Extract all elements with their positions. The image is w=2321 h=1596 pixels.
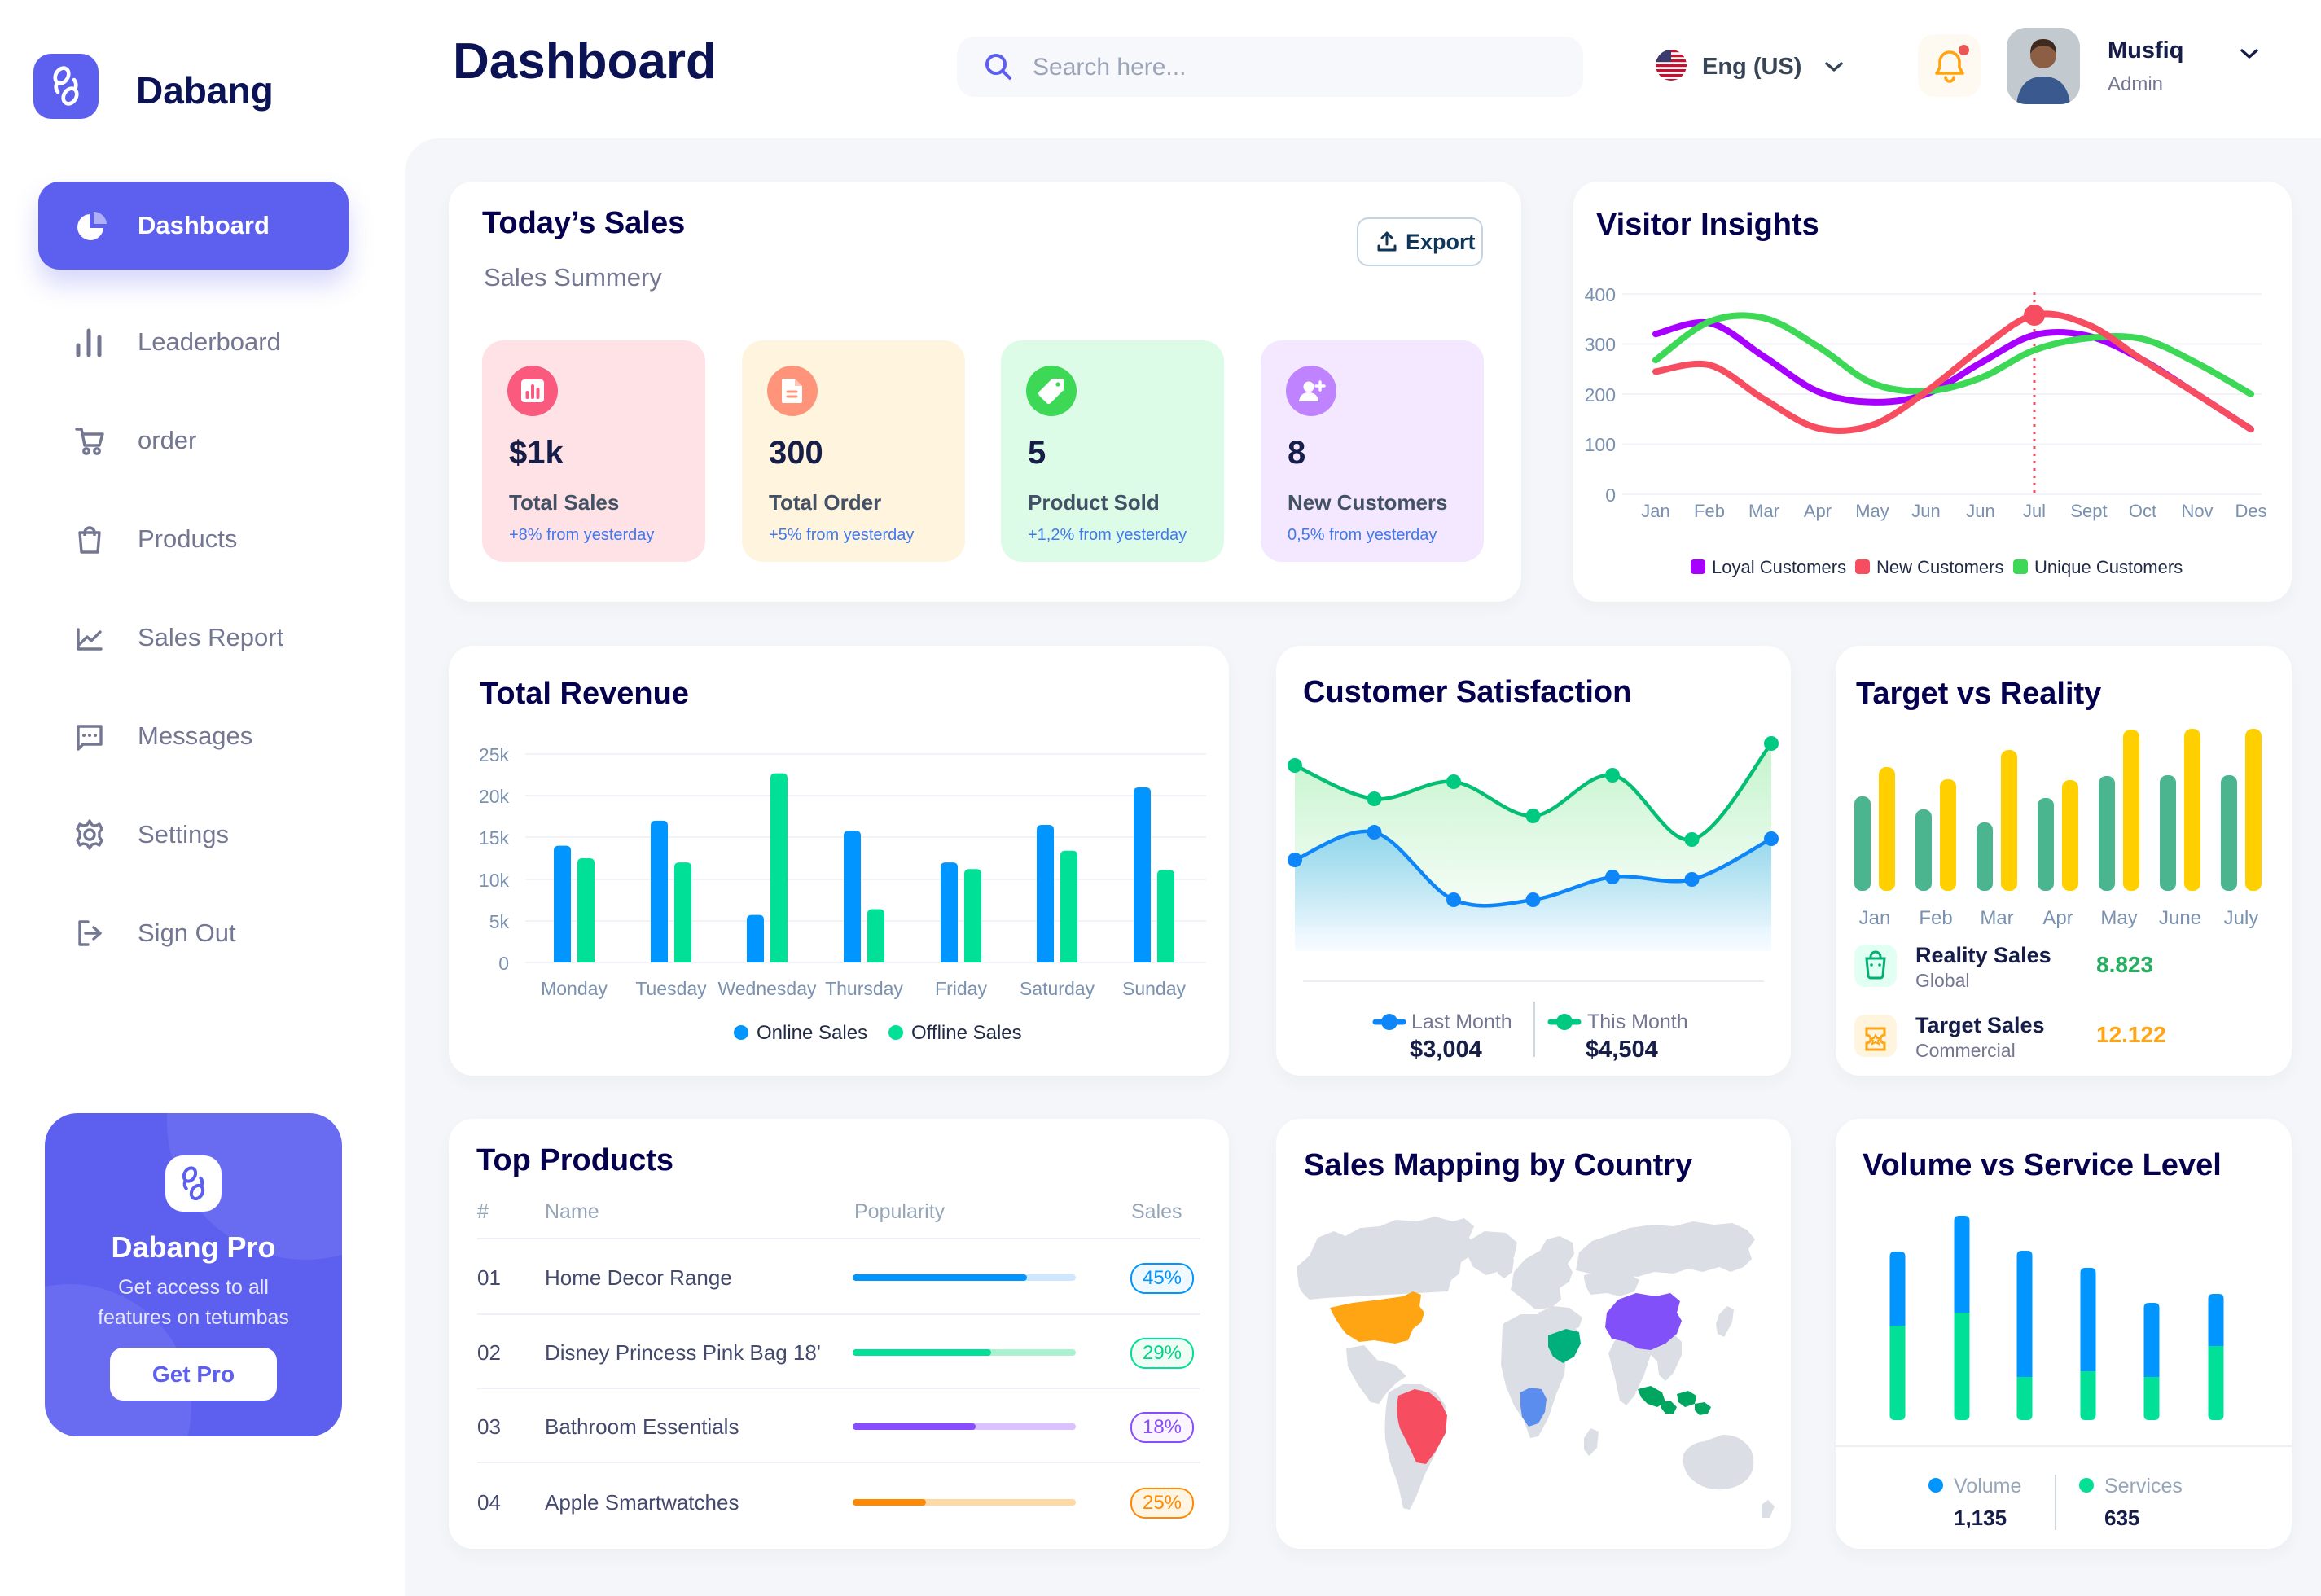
svg-text:Des: Des (2235, 501, 2266, 521)
svg-text:Unique Customers: Unique Customers (2034, 557, 2183, 577)
svg-text:25k: 25k (479, 744, 510, 765)
svg-text:Volume: Volume (1954, 1475, 2021, 1497)
svg-text:Apr: Apr (2042, 907, 2073, 929)
svg-text:635: 635 (2104, 1506, 2139, 1530)
svg-text:01: 01 (477, 1265, 501, 1290)
svg-text:Popularity: Popularity (854, 1200, 946, 1223)
svg-text:Feb: Feb (1694, 501, 1725, 521)
svg-text:May: May (1855, 501, 1889, 521)
svg-text:This Month: This Month (1587, 1011, 1688, 1033)
svg-text:Wednesday: Wednesday (717, 978, 817, 999)
svg-text:Jan: Jan (1859, 907, 1891, 929)
svg-text:#: # (477, 1200, 489, 1223)
svg-text:Commercial: Commercial (1915, 1040, 2016, 1061)
svg-text:Feb: Feb (1919, 907, 1952, 929)
svg-text:1,135: 1,135 (1954, 1506, 2007, 1530)
svg-text:Thursday: Thursday (825, 978, 903, 999)
svg-text:Name: Name (545, 1200, 599, 1223)
svg-text:400: 400 (1585, 284, 1616, 305)
svg-text:Global: Global (1915, 970, 1969, 991)
svg-text:Home Decor Range: Home Decor Range (545, 1265, 732, 1290)
svg-text:Offline Sales: Offline Sales (911, 1022, 1022, 1044)
svg-text:100: 100 (1585, 434, 1616, 455)
svg-text:02: 02 (477, 1340, 501, 1365)
svg-text:Disney Princess Pink Bag 18': Disney Princess Pink Bag 18' (545, 1340, 821, 1365)
svg-text:15k: 15k (479, 827, 510, 848)
svg-text:Saturday: Saturday (1020, 978, 1095, 999)
svg-text:Oct: Oct (2129, 501, 2156, 521)
svg-text:Jan: Jan (1641, 501, 1669, 521)
svg-text:Mar: Mar (1980, 907, 2013, 929)
svg-text:18%: 18% (1143, 1416, 1182, 1438)
svg-text:0: 0 (498, 953, 509, 974)
svg-text:Friday: Friday (935, 978, 987, 999)
svg-text:10k: 10k (479, 870, 510, 891)
svg-text:Tuesday: Tuesday (635, 978, 707, 999)
svg-text:New Customers: New Customers (1876, 557, 2003, 577)
svg-text:29%: 29% (1143, 1342, 1182, 1364)
svg-text:Sunday: Sunday (1122, 978, 1187, 999)
svg-text:5k: 5k (489, 911, 510, 932)
svg-text:Apple Smartwatches: Apple Smartwatches (545, 1490, 739, 1515)
svg-text:Nov: Nov (2181, 501, 2213, 521)
svg-text:Apr: Apr (1804, 501, 1832, 521)
svg-text:Jun: Jun (1911, 501, 1940, 521)
svg-text:04: 04 (477, 1490, 501, 1515)
svg-text:Jun: Jun (1966, 501, 1994, 521)
svg-text:Last Month: Last Month (1411, 1011, 1512, 1033)
svg-text:45%: 45% (1143, 1267, 1182, 1289)
svg-text:May: May (2100, 907, 2137, 929)
svg-text:Reality Sales: Reality Sales (1915, 943, 2051, 967)
svg-text:20k: 20k (479, 786, 510, 807)
svg-text:Monday: Monday (541, 978, 608, 999)
svg-text:$3,004: $3,004 (1410, 1037, 1482, 1063)
svg-text:Bathroom Essentials: Bathroom Essentials (545, 1414, 739, 1439)
svg-text:300: 300 (1585, 334, 1616, 355)
svg-text:Target Sales: Target Sales (1915, 1013, 2045, 1037)
svg-text:Sept: Sept (2070, 501, 2107, 521)
svg-text:Services: Services (2104, 1475, 2183, 1497)
svg-text:$4,504: $4,504 (1586, 1037, 1658, 1063)
svg-text:03: 03 (477, 1414, 501, 1439)
svg-text:12.122: 12.122 (2096, 1022, 2166, 1047)
svg-text:Mar: Mar (1748, 501, 1779, 521)
svg-text:0: 0 (1605, 484, 1616, 506)
svg-text:Jul: Jul (2023, 501, 2046, 521)
svg-text:June: June (2159, 907, 2201, 929)
svg-text:Loyal Customers: Loyal Customers (1712, 557, 1846, 577)
svg-text:200: 200 (1585, 384, 1616, 406)
svg-text:Sales: Sales (1131, 1200, 1182, 1223)
svg-text:July: July (2224, 907, 2259, 929)
svg-text:25%: 25% (1143, 1492, 1182, 1514)
svg-text:8.823: 8.823 (2096, 952, 2153, 977)
svg-text:Online Sales: Online Sales (757, 1022, 867, 1044)
